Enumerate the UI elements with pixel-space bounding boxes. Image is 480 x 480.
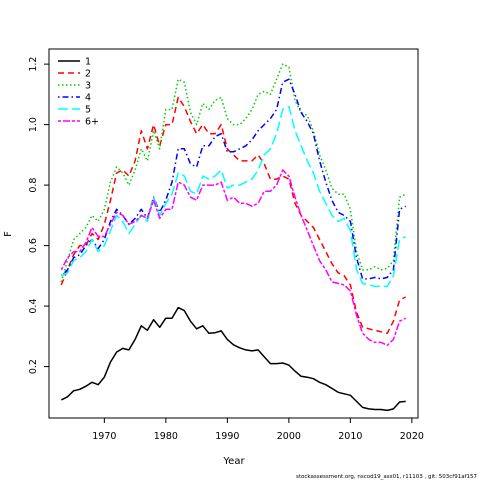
x-tick-label: 1990 <box>215 431 239 442</box>
plot-frame <box>48 48 419 419</box>
series-line-3 <box>60 63 407 283</box>
y-axis-title: F <box>3 231 14 237</box>
legend-label: 6+ <box>85 117 99 128</box>
y-tick-label: 0.8 <box>28 178 39 193</box>
legend-label: 2 <box>85 69 91 80</box>
y-tick-label: 1.0 <box>28 117 39 132</box>
series-line-5 <box>60 105 407 288</box>
x-tick-label: 2010 <box>338 431 362 442</box>
footer-note: stockassessment.org, nscod19_ass01, r111… <box>296 474 477 480</box>
series-lines <box>60 63 407 412</box>
x-tick-label: 1970 <box>92 431 116 442</box>
series-line-4 <box>60 78 407 280</box>
legend-label: 1 <box>85 57 91 68</box>
legend-label: 3 <box>85 81 91 92</box>
legend-label: 5 <box>85 105 91 116</box>
x-tick-label: 2000 <box>277 431 301 442</box>
x-tick-label: 1980 <box>154 431 178 442</box>
y-axis: 0.2 0.4 0.6 0.8 1.0 1.2 <box>28 57 49 374</box>
x-axis-title: Year <box>222 456 245 467</box>
y-tick-label: 1.2 <box>28 57 39 72</box>
series-line-6 <box>60 169 407 347</box>
y-tick-label: 0.4 <box>28 299 39 314</box>
legend-label: 4 <box>85 93 91 104</box>
y-tick-label: 0.2 <box>28 359 39 374</box>
y-tick-label: 0.6 <box>28 238 39 253</box>
x-axis: 1970 1980 1990 2000 2010 2020 <box>92 418 424 442</box>
series-line-2 <box>60 96 407 335</box>
series-line-1 <box>60 306 406 412</box>
x-tick-label: 2020 <box>400 431 424 442</box>
